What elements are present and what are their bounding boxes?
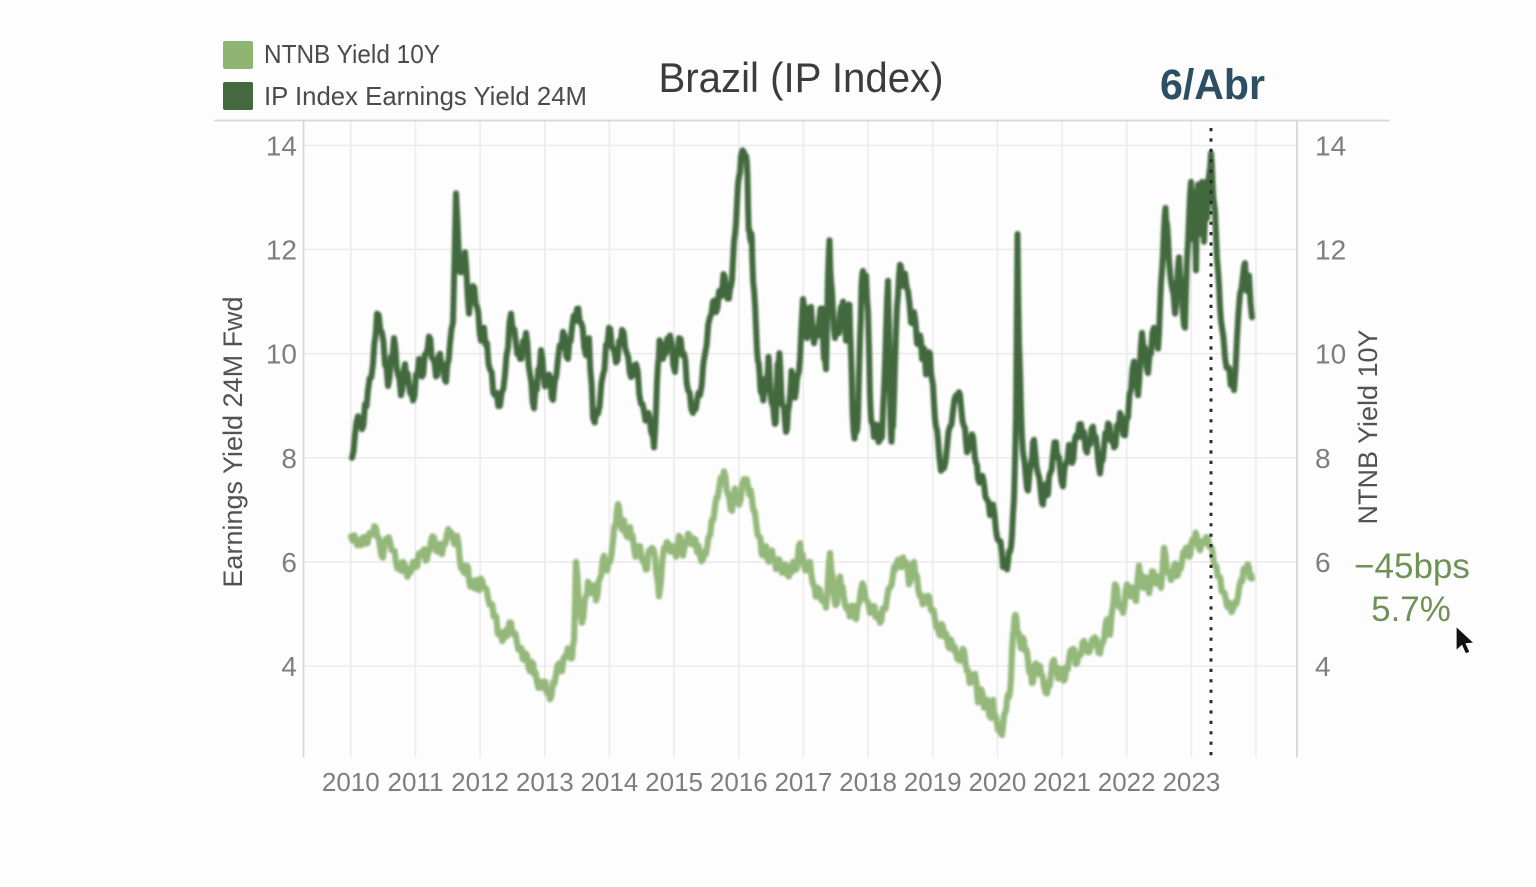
svg-text:2018: 2018 <box>839 767 897 797</box>
svg-text:6: 6 <box>1315 547 1331 578</box>
svg-text:2019: 2019 <box>904 767 962 797</box>
svg-text:2010: 2010 <box>322 767 380 797</box>
svg-text:2020: 2020 <box>968 767 1026 797</box>
svg-text:14: 14 <box>266 131 297 162</box>
svg-text:2021: 2021 <box>1033 767 1091 797</box>
svg-text:4: 4 <box>281 651 297 682</box>
svg-text:2022: 2022 <box>1098 767 1156 797</box>
svg-text:2014: 2014 <box>580 767 638 797</box>
svg-text:6/Abr: 6/Abr <box>1160 61 1265 109</box>
svg-text:NTNB Yield 10Y: NTNB Yield 10Y <box>264 39 440 69</box>
svg-text:2011: 2011 <box>388 767 444 797</box>
svg-text:Earnings Yield 24M Fwd: Earnings Yield 24M Fwd <box>218 296 248 587</box>
svg-text:Brazil (IP Index): Brazil (IP Index) <box>659 54 944 101</box>
svg-text:14: 14 <box>1315 131 1346 162</box>
svg-text:IP Index Earnings Yield 24M: IP Index Earnings Yield 24M <box>264 81 587 111</box>
svg-text:2013: 2013 <box>516 767 574 797</box>
svg-text:10: 10 <box>1315 339 1346 370</box>
svg-text:8: 8 <box>281 443 297 474</box>
svg-text:6: 6 <box>281 547 297 578</box>
svg-text:8: 8 <box>1315 443 1331 474</box>
svg-text:5.7%: 5.7% <box>1371 590 1451 629</box>
svg-text:−45bps: −45bps <box>1354 547 1470 586</box>
svg-text:12: 12 <box>266 235 297 266</box>
svg-text:4: 4 <box>1315 651 1331 682</box>
svg-text:2012: 2012 <box>451 767 509 797</box>
svg-text:NTNB Yield 10Y: NTNB Yield 10Y <box>1353 329 1383 524</box>
svg-text:2016: 2016 <box>710 767 768 797</box>
svg-text:10: 10 <box>266 339 297 370</box>
svg-text:12: 12 <box>1315 235 1346 266</box>
svg-text:2017: 2017 <box>774 767 832 797</box>
svg-text:2015: 2015 <box>645 767 703 797</box>
svg-text:2023: 2023 <box>1162 767 1220 797</box>
